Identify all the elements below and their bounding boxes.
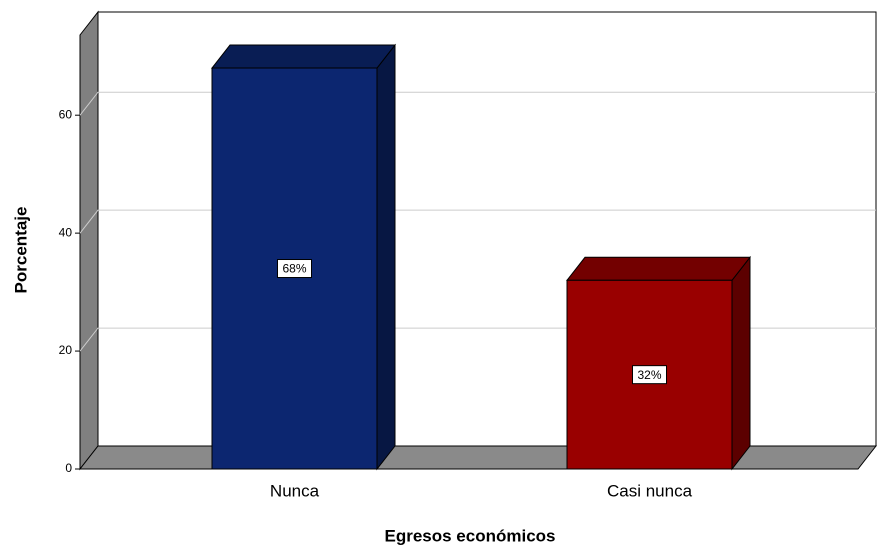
bar-side bbox=[731, 255, 751, 471]
bar-top bbox=[565, 256, 752, 281]
value-label: 32% bbox=[637, 368, 661, 382]
bar-side bbox=[376, 43, 396, 471]
left-wall bbox=[79, 10, 99, 471]
y-tick-label: 20 bbox=[59, 343, 73, 357]
grid-line bbox=[79, 209, 876, 234]
floor bbox=[78, 445, 877, 470]
y-tick-label: 0 bbox=[65, 461, 72, 475]
y-axis-title: Porcentaje bbox=[11, 207, 30, 294]
y-tick-label: 40 bbox=[59, 225, 73, 239]
x-axis-title: Egresos económicos bbox=[384, 526, 555, 545]
x-tick-label: Nunca bbox=[270, 481, 320, 500]
grid-line bbox=[79, 91, 876, 116]
value-label-box bbox=[632, 365, 667, 385]
x-tick-label: Casi nunca bbox=[607, 481, 693, 500]
value-label-box bbox=[277, 259, 312, 279]
bar-top bbox=[210, 44, 397, 69]
value-label: 68% bbox=[282, 262, 306, 276]
y-tick-label: 60 bbox=[59, 107, 73, 121]
